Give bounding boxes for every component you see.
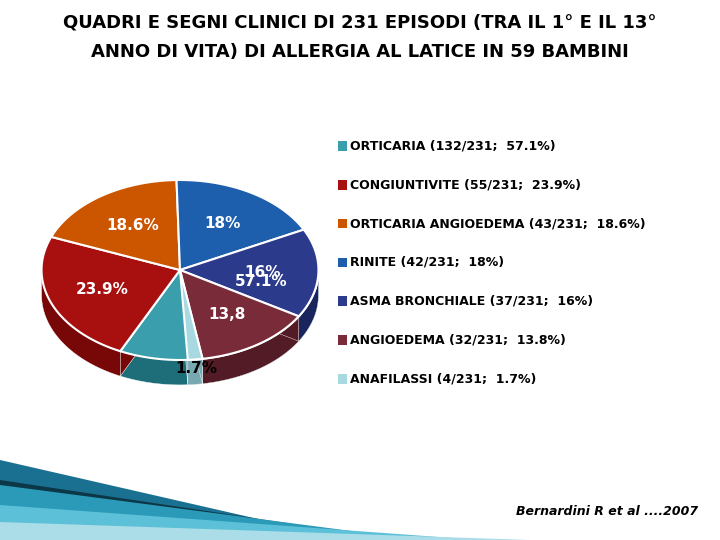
Text: 18%: 18%: [204, 216, 241, 231]
Text: CONGIUNTIVITE (55/231;  23.9%): CONGIUNTIVITE (55/231; 23.9%): [350, 178, 581, 191]
Text: Bernardini R et al ....2007: Bernardini R et al ....2007: [516, 505, 698, 518]
Polygon shape: [0, 522, 530, 540]
Text: 18.6%: 18.6%: [106, 218, 159, 233]
Polygon shape: [120, 272, 318, 385]
Polygon shape: [180, 270, 299, 341]
Polygon shape: [180, 230, 318, 316]
Polygon shape: [202, 316, 299, 384]
Polygon shape: [0, 505, 480, 540]
Text: RINITE (42/231;  18%): RINITE (42/231; 18%): [350, 256, 504, 269]
Polygon shape: [120, 180, 318, 360]
Text: 13,8: 13,8: [208, 307, 246, 322]
Text: ANNO DI VITA) DI ALLERGIA AL LATICE IN 59 BAMBINI: ANNO DI VITA) DI ALLERGIA AL LATICE IN 5…: [91, 43, 629, 61]
Polygon shape: [0, 485, 420, 540]
Polygon shape: [180, 270, 188, 385]
Text: ANAFILASSI (4/231;  1.7%): ANAFILASSI (4/231; 1.7%): [350, 373, 536, 386]
Text: 57.1%: 57.1%: [235, 274, 287, 289]
Polygon shape: [51, 180, 180, 270]
Text: QUADRI E SEGNI CLINICI DI 231 EPISODI (TRA IL 1° E IL 13°: QUADRI E SEGNI CLINICI DI 231 EPISODI (T…: [63, 14, 657, 31]
Text: ORTICARIA ANGIOEDEMA (43/231;  18.6%): ORTICARIA ANGIOEDEMA (43/231; 18.6%): [350, 217, 646, 230]
Text: 1.7%: 1.7%: [176, 361, 217, 376]
Polygon shape: [180, 270, 202, 384]
Polygon shape: [176, 180, 304, 270]
Text: ORTICARIA (132/231;  57.1%): ORTICARIA (132/231; 57.1%): [350, 139, 556, 152]
Text: 16%: 16%: [245, 265, 282, 280]
Polygon shape: [299, 270, 318, 341]
Polygon shape: [0, 480, 400, 540]
Polygon shape: [0, 460, 350, 540]
Polygon shape: [180, 270, 202, 384]
Polygon shape: [120, 270, 180, 376]
Polygon shape: [42, 237, 180, 351]
Text: ASMA BRONCHIALE (37/231;  16%): ASMA BRONCHIALE (37/231; 16%): [350, 295, 593, 308]
Text: ANGIOEDEMA (32/231;  13.8%): ANGIOEDEMA (32/231; 13.8%): [350, 334, 566, 347]
Polygon shape: [188, 359, 202, 385]
Polygon shape: [180, 270, 299, 359]
Text: 23.9%: 23.9%: [76, 282, 129, 297]
Polygon shape: [180, 270, 299, 341]
Polygon shape: [120, 270, 180, 376]
Polygon shape: [42, 270, 120, 376]
Polygon shape: [180, 270, 202, 360]
